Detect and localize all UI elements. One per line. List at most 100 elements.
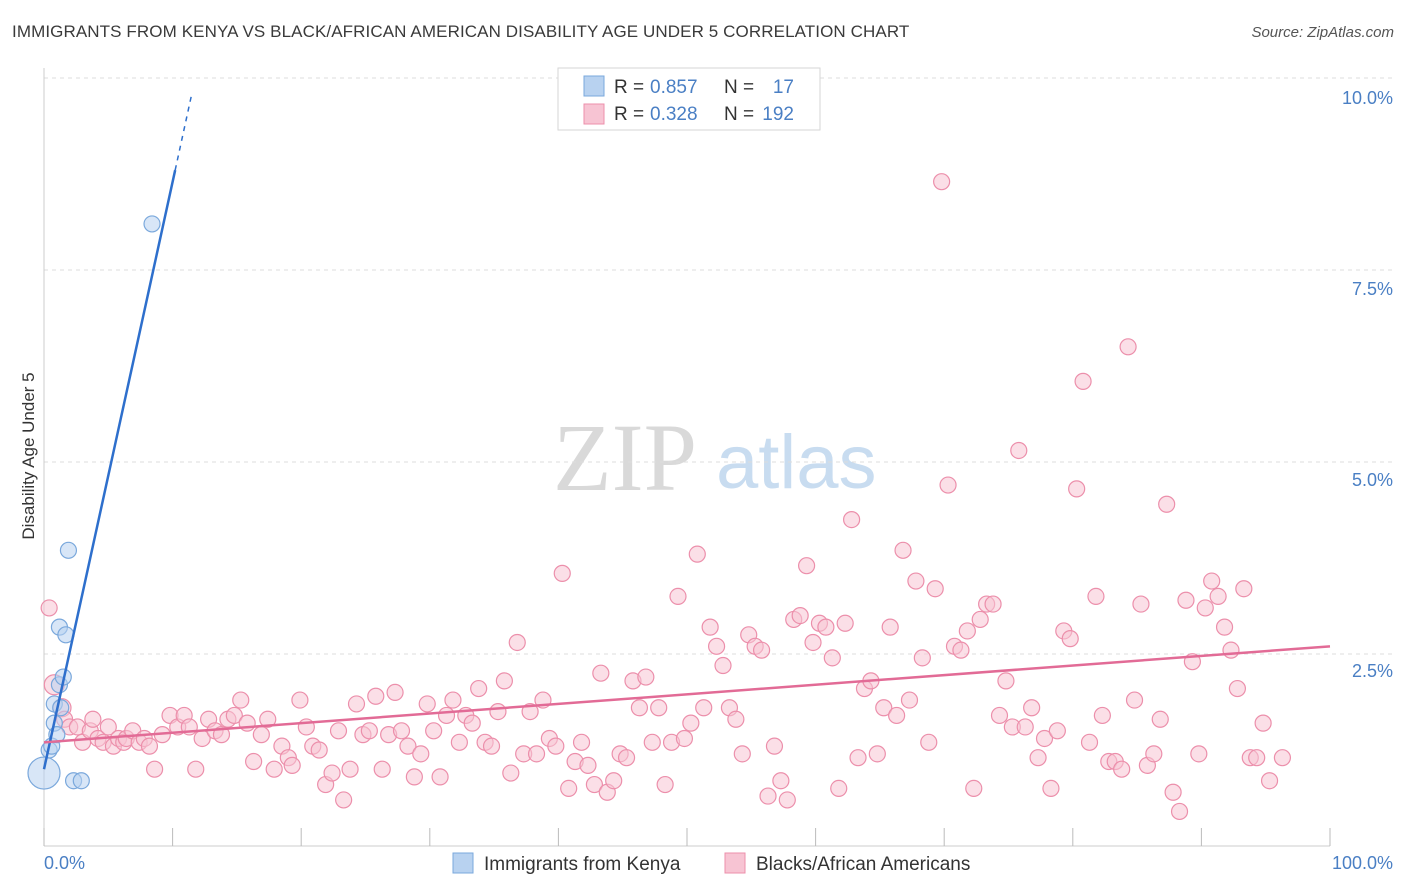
pink-point-164: [1074, 372, 1092, 390]
bottom-legend-label-kenya: Immigrants from Kenya: [484, 854, 681, 875]
pink-point-142: [933, 173, 951, 191]
pink-point-173: [1132, 595, 1150, 613]
pink-trend-line: [43, 645, 1331, 744]
pink-point-102: [675, 729, 694, 748]
pink-point-121: [797, 557, 816, 575]
pink-point-152: [997, 672, 1015, 690]
pink-point-124: [817, 618, 835, 636]
pink-point-134: [881, 618, 899, 636]
pink-point-50: [341, 760, 359, 778]
pink-point-103: [682, 714, 700, 732]
axis-layer: [43, 68, 1331, 847]
pink-point-64: [431, 768, 449, 786]
pink-point-38: [265, 760, 283, 778]
pink-point-37: [259, 710, 277, 728]
pink-point-87: [579, 756, 597, 774]
x-tick-label-min: 0.0%: [44, 853, 85, 873]
y-tick-label-7-5: 7.5%: [1352, 279, 1393, 299]
pink-point-45: [310, 741, 328, 759]
pink-point-36: [252, 726, 270, 744]
pink-point-137: [900, 691, 919, 709]
pink-point-118: [778, 791, 796, 809]
pink-point-183: [1196, 599, 1214, 617]
blue-trend-line: [42, 169, 177, 770]
pink-point-143: [939, 476, 957, 494]
pink-point-47: [323, 764, 341, 782]
blue-points: [27, 215, 161, 790]
pink-point-188: [1228, 679, 1247, 698]
pink-point-127: [836, 614, 854, 632]
pink-point-95: [630, 699, 649, 717]
pink-point-54: [367, 687, 385, 705]
legend-r-value-1: 0.857: [650, 77, 698, 98]
pink-point-172: [1125, 691, 1144, 709]
pink-point-104: [688, 545, 706, 563]
pink-point-107: [707, 637, 726, 655]
pink-point-189: [1235, 580, 1253, 598]
pink-point-69: [463, 714, 481, 732]
pink-point-101: [669, 587, 687, 606]
legend-n-value-2: 192: [762, 104, 794, 125]
pink-point-66: [444, 691, 462, 709]
pink-point-61: [412, 745, 430, 763]
pink-point-58: [392, 722, 411, 740]
pink-point-93: [617, 749, 636, 767]
pink-point-138: [907, 572, 925, 590]
pink-point-193: [1260, 772, 1279, 790]
pink-point-191: [1248, 749, 1266, 767]
pink-point-122: [804, 633, 822, 652]
pink-point-147: [965, 779, 983, 798]
y-tick-label-10-0: 10.0%: [1342, 88, 1393, 108]
pink-point-186: [1215, 618, 1234, 636]
pink-point-74: [495, 672, 513, 690]
pink-point-165: [1080, 733, 1099, 751]
pink-point-48: [329, 722, 348, 740]
pink-point-194: [1273, 749, 1292, 767]
pink-point-151: [990, 706, 1009, 725]
pink-point-128: [843, 510, 861, 529]
legend-swatch-blue: [583, 75, 605, 97]
legend-swatch-pink: [583, 103, 605, 125]
pink-point-96: [637, 668, 655, 686]
blue-point-0: [27, 756, 61, 790]
pink-point-8: [84, 710, 102, 728]
pink-point-132: [868, 745, 886, 763]
pink-point-162: [1061, 630, 1079, 648]
pink-point-177: [1158, 495, 1176, 513]
pink-point-0: [40, 599, 58, 617]
x-tick-label-max: 100.0%: [1332, 853, 1393, 873]
source-label: Source: ZipAtlas.com: [1251, 24, 1394, 41]
pink-point-75: [502, 764, 520, 782]
pink-point-89: [592, 664, 610, 682]
pink-point-55: [373, 760, 391, 778]
pink-point-139: [913, 649, 931, 667]
pink-point-146: [958, 622, 976, 640]
pink-point-163: [1068, 480, 1086, 498]
watermark-zip: ZIP: [553, 404, 697, 511]
pink-point-182: [1190, 745, 1208, 763]
bottom-legend-swatch-blue: [452, 852, 474, 874]
legend-box: R = 0.857 N = 17 R = 0.328 N = 192: [557, 67, 821, 131]
pink-point-82: [547, 737, 565, 755]
pink-point-19: [140, 737, 159, 755]
pink-point-160: [1048, 722, 1066, 740]
pink-point-59: [399, 737, 417, 755]
pink-point-63: [425, 722, 443, 740]
pink-point-156: [1023, 699, 1041, 717]
pink-point-154: [1010, 441, 1028, 460]
pink-point-145: [952, 641, 970, 659]
pink-point-51: [347, 695, 366, 713]
pink-point-117: [772, 772, 790, 790]
pink-point-141: [926, 580, 944, 598]
pink-point-157: [1029, 749, 1047, 767]
trend-layer: [42, 93, 1331, 770]
pink-point-49: [335, 791, 353, 809]
pink-point-26: [187, 760, 205, 778]
pink-point-98: [650, 699, 668, 717]
legend-n-label-1: N =: [724, 77, 754, 98]
pink-point-126: [830, 779, 848, 798]
legend-r-label-1: R =: [614, 77, 644, 98]
pink-point-97: [643, 733, 661, 751]
pink-point-140: [920, 733, 938, 751]
pink-point-33: [232, 691, 250, 709]
